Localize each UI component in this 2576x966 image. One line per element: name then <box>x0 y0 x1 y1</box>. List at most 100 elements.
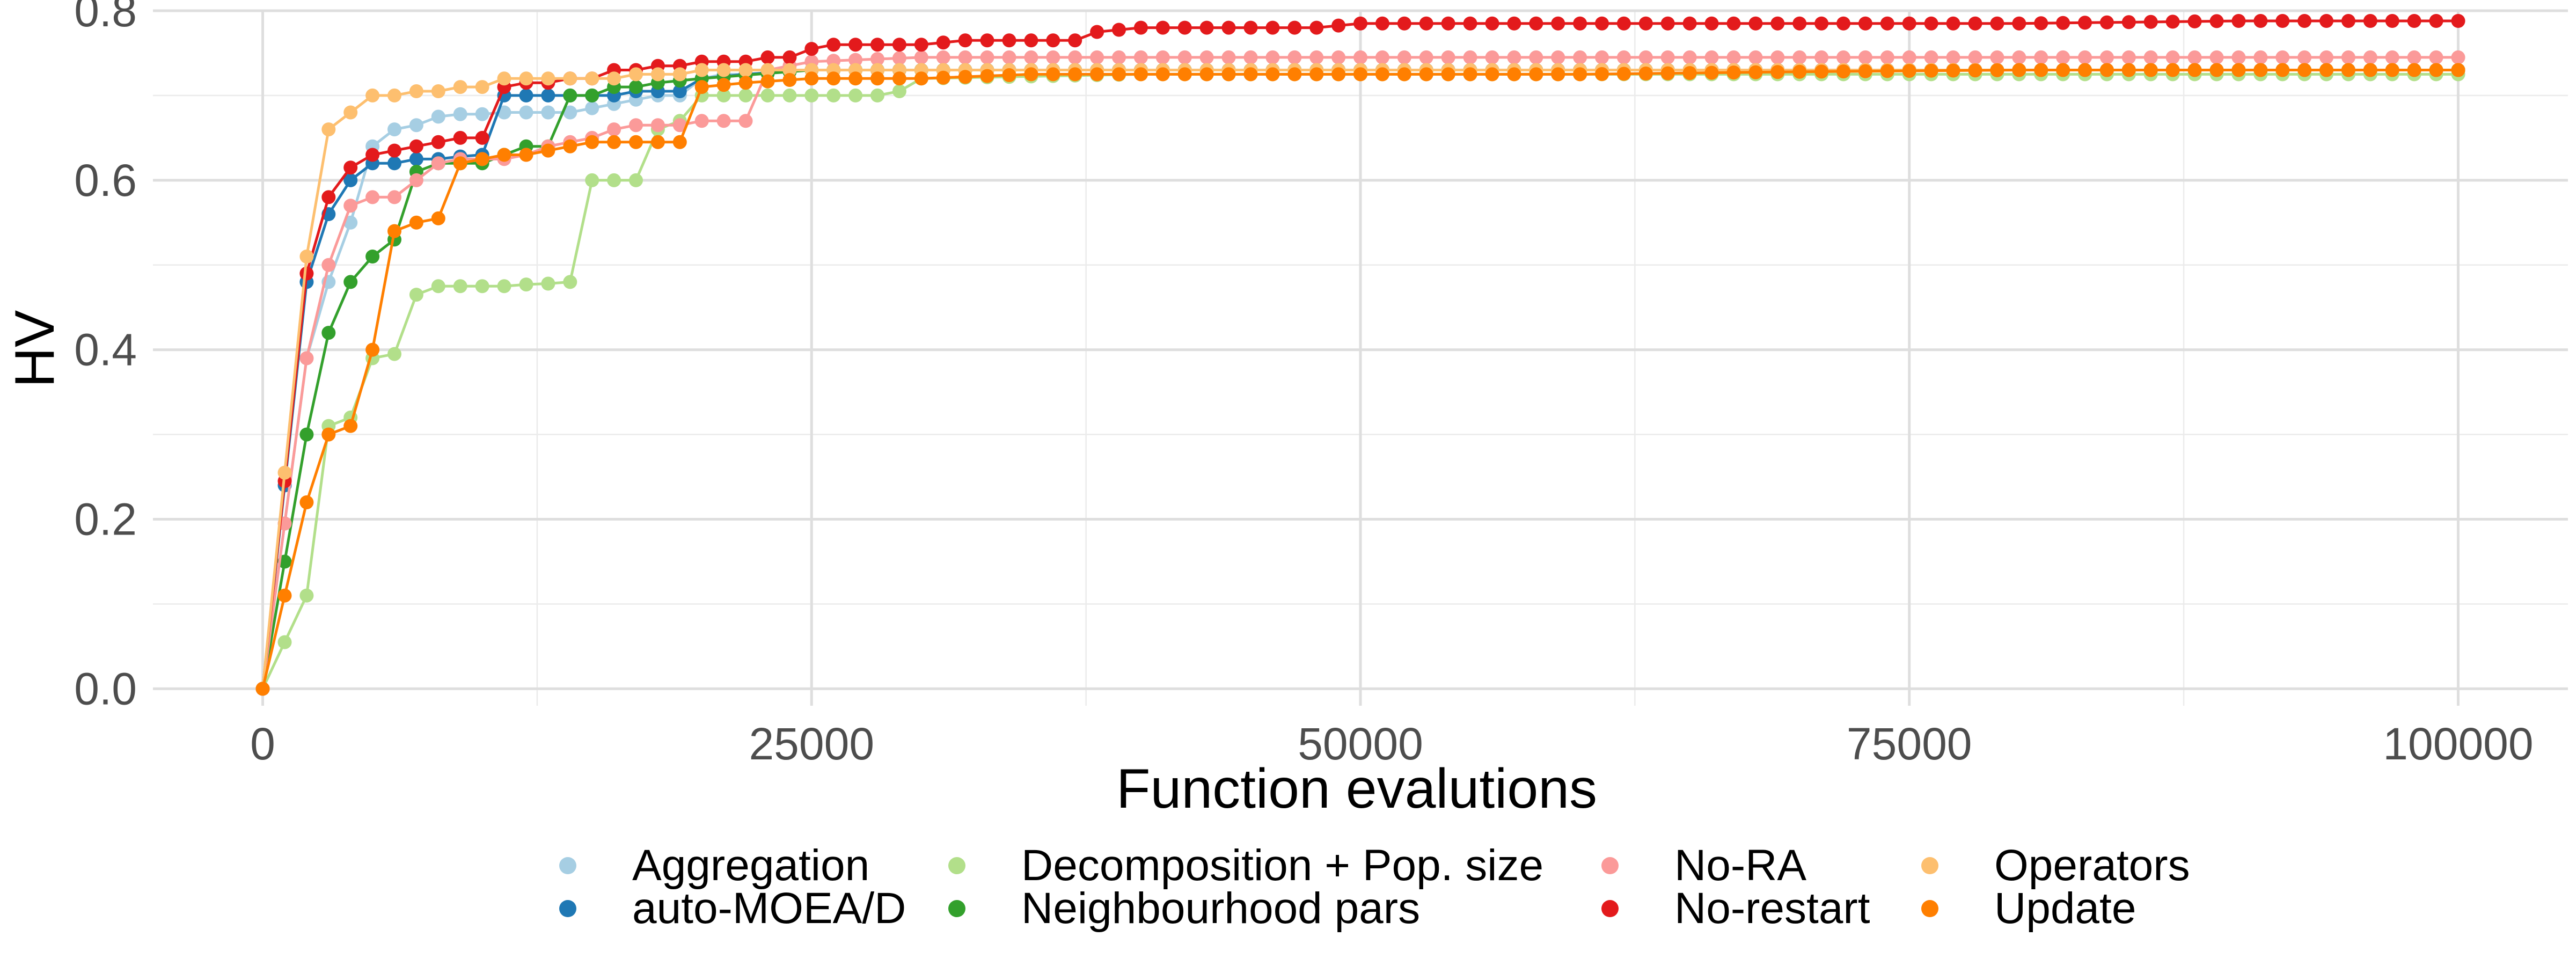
series-point-update <box>782 73 797 87</box>
series-point-update <box>826 71 841 86</box>
legend-label: Update <box>1994 884 2136 933</box>
series-point-operators <box>694 63 709 77</box>
series-point-operators <box>672 67 687 82</box>
series-point-neighbourhood-pars <box>585 88 599 103</box>
series-point-update <box>409 215 423 230</box>
legend-item-auto-moea-d: auto-MOEA/D <box>559 884 906 933</box>
series-point-update <box>980 69 994 83</box>
series-point-no-restart <box>1748 16 1763 31</box>
series-point-no-restart <box>804 42 819 56</box>
series-point-no-restart <box>1902 16 1916 31</box>
series-point-update <box>1309 67 1324 82</box>
series-point-update <box>1660 66 1675 80</box>
series-point-operators <box>541 71 555 86</box>
series-point-no-restart <box>1507 16 1521 31</box>
series-point-update <box>2275 63 2290 77</box>
series-point-no-ra <box>1177 50 1192 64</box>
series-point-operators <box>607 71 621 86</box>
series-point-no-ra <box>1814 50 1829 64</box>
legend-marker <box>1601 857 1619 874</box>
series-point-no-restart <box>1990 16 2004 31</box>
series-point-update <box>1199 67 1214 82</box>
series-point-no-ra <box>1331 50 1346 64</box>
series-point-no-ra <box>1243 50 1258 64</box>
series-point-no-restart <box>2297 14 2312 28</box>
series-point-update <box>1704 65 1719 80</box>
series-point-no-restart <box>1155 20 1170 35</box>
series-point-no-ra <box>1990 50 2004 64</box>
series-update <box>255 63 2465 696</box>
series-point-update <box>1397 67 1411 82</box>
series-point-no-restart <box>453 130 467 145</box>
tick-labels: 0 25000 50000 75000 100000 0.0 0.2 0.4 0.6 0.8 <box>74 0 2533 769</box>
x-tick-label: 0 <box>250 719 275 769</box>
legend-marker <box>948 900 965 917</box>
series-point-no-restart <box>1814 16 1829 31</box>
y-tick-label: 0.2 <box>74 494 137 545</box>
series-point-update <box>2012 63 2026 77</box>
series-point-update <box>475 152 489 166</box>
series-point-decomposition-pop-size <box>826 88 841 103</box>
series-point-aggregation <box>585 101 599 115</box>
series-point-no-ra <box>2078 50 2092 64</box>
series-point-operators <box>277 465 292 480</box>
series-point-update <box>2319 63 2333 77</box>
series-point-no-restart <box>914 38 928 52</box>
series-point-neighbourhood-pars <box>563 88 577 103</box>
series-point-update <box>387 224 401 238</box>
series-point-no-restart <box>2034 16 2048 31</box>
series-point-aggregation <box>387 122 401 137</box>
series-point-no-ra <box>2275 50 2290 64</box>
series-point-update <box>365 342 380 357</box>
series-point-no-ra <box>1309 50 1324 64</box>
legend-item-update: Update <box>1921 884 2136 933</box>
series-point-aggregation <box>431 109 445 124</box>
series-point-operators <box>321 122 336 137</box>
series-point-no-ra <box>1529 50 1543 64</box>
series-point-aggregation <box>541 105 555 120</box>
series-point-no-ra <box>694 114 709 128</box>
series-point-no-ra <box>1836 50 1850 64</box>
series-point-no-ra <box>1638 50 1653 64</box>
series-point-update <box>1441 67 1455 82</box>
series-point-update <box>1155 67 1170 82</box>
series-point-decomposition-pop-size <box>804 88 819 103</box>
series-point-no-restart <box>1002 33 1016 48</box>
series-point-no-restart <box>1309 20 1324 35</box>
legend-marker <box>559 857 576 874</box>
series-point-no-restart <box>1265 20 1280 35</box>
series-point-update <box>2231 63 2246 77</box>
legend-label: Operators <box>1994 841 2190 890</box>
series-point-decomposition-pop-size <box>848 88 863 103</box>
series-no-restart <box>255 14 2465 696</box>
series-point-no-restart <box>892 38 906 52</box>
series-point-no-ra <box>607 122 621 137</box>
series-point-no-restart <box>1199 20 1214 35</box>
series-point-no-ra <box>1858 50 1872 64</box>
series-point-no-ra <box>2056 50 2070 64</box>
series-point-no-restart <box>1441 16 1455 31</box>
series-point-update <box>1968 63 1982 78</box>
series-point-update <box>2363 63 2377 77</box>
series-point-no-ra <box>1199 50 1214 64</box>
series-point-no-ra <box>1946 50 1960 64</box>
series-point-no-ra <box>672 118 687 133</box>
y-tick-label: 0.4 <box>74 325 137 375</box>
legend-label: auto-MOEA/D <box>632 884 906 933</box>
series-point-no-ra <box>1595 50 1609 64</box>
series-point-decomposition-pop-size <box>892 84 906 98</box>
series-point-no-ra <box>1748 50 1763 64</box>
series-point-decomposition-pop-size <box>563 275 577 289</box>
series-point-aggregation <box>475 107 489 121</box>
series-point-no-ra <box>914 50 928 64</box>
series-point-no-restart <box>1682 16 1697 31</box>
series-point-decomposition-pop-size <box>738 88 753 103</box>
series-point-update <box>958 70 972 84</box>
series-point-no-ra <box>2341 50 2355 64</box>
series-point-update <box>343 419 358 433</box>
series-point-decomposition-pop-size <box>453 279 467 294</box>
series-point-no-restart <box>1090 25 1104 39</box>
x-tick-label: 100000 <box>2383 719 2533 769</box>
series-point-update <box>453 156 467 171</box>
